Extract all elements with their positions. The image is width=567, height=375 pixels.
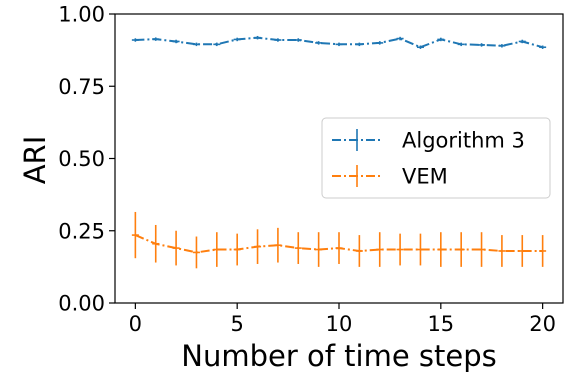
y-tick-label: 1.00 [58,3,105,27]
legend: Algorithm 3 VEM [321,117,551,199]
series-2 [131,211,547,269]
y-tick-label: 0.00 [58,292,105,316]
legend-entry-1: Algorithm 3 [332,129,525,153]
x-tick-label: 20 [529,312,556,336]
y-tick-label: 0.25 [58,219,105,243]
legend-label: Algorithm 3 [402,129,525,153]
series-1 [131,35,547,49]
legend-box [321,117,551,199]
y-tick-label: 0.75 [58,75,105,99]
y-axis-label: ARI [18,136,52,185]
legend-entry-2: VEM [332,165,448,189]
axes: 0 5 10 15 20 0.00 0.25 0.50 0.75 1.00 [58,3,564,336]
y-tick-label: 0.50 [58,147,105,171]
x-tick-label: 10 [326,312,353,336]
x-tick-label: 0 [129,312,142,336]
plot-area [131,35,547,269]
x-axis-label: Number of time steps [181,339,496,373]
legend-label: VEM [402,165,448,189]
x-tick-label: 15 [427,312,454,336]
x-tick-label: 5 [230,312,243,336]
